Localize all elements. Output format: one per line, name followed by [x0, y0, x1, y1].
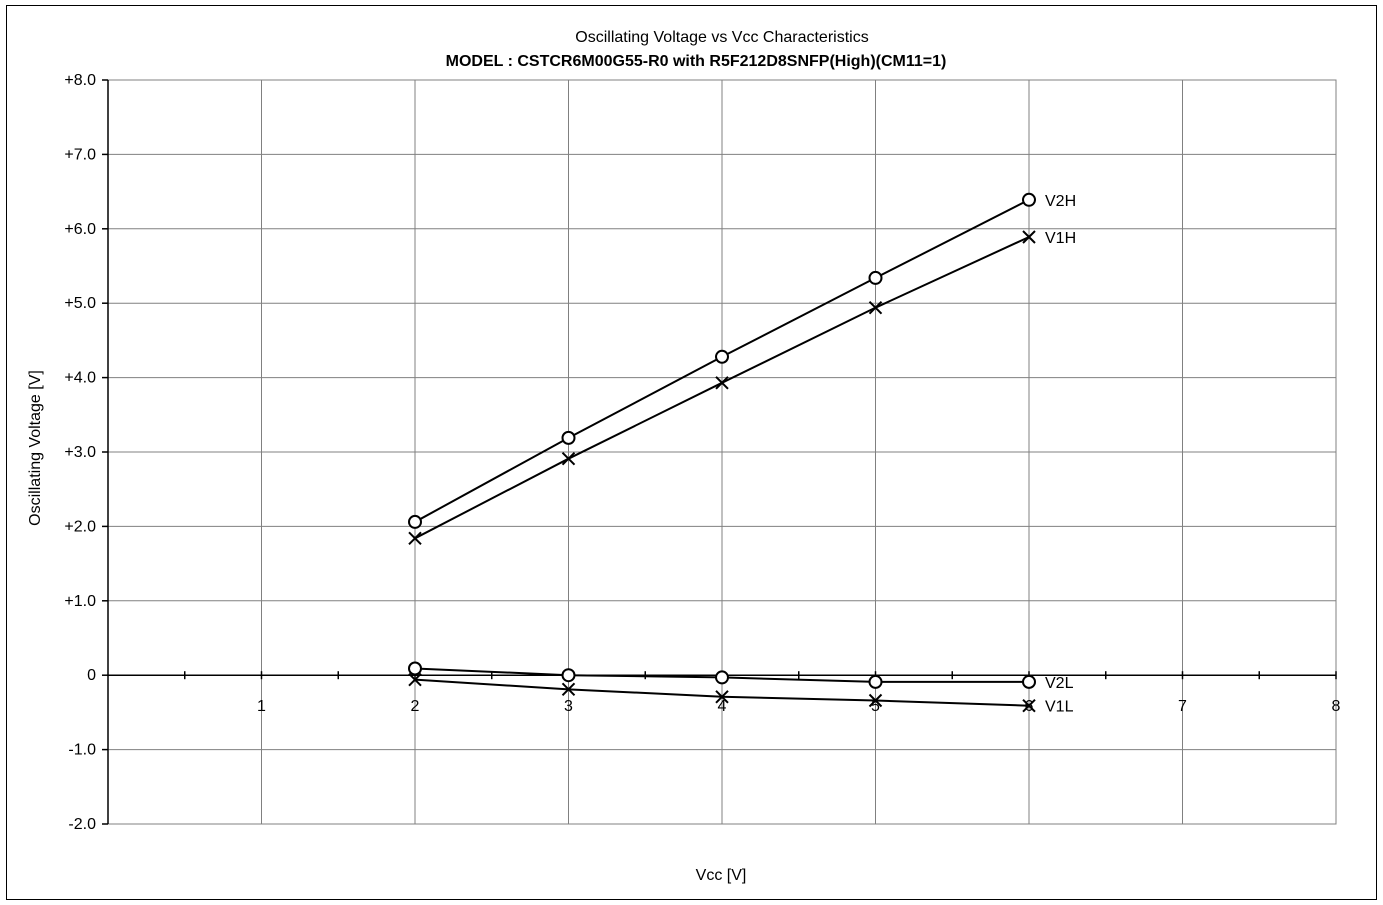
y-tick-label: +3.0 — [64, 444, 96, 461]
data-point-v2l — [1022, 674, 1036, 689]
y-tick-label: +7.0 — [64, 146, 96, 163]
series-label-v2l: V2L — [1045, 675, 1074, 692]
data-point-v1h — [1022, 230, 1036, 244]
data-point-v2l — [868, 674, 883, 689]
data-point-v1h — [561, 451, 576, 466]
data-point-v1h — [868, 300, 883, 315]
x-tick-label: 5 — [871, 698, 880, 715]
x-tick-label: 2 — [411, 698, 420, 715]
data-point-v1l — [408, 672, 422, 687]
x-axis-label: Vcc [V] — [696, 867, 747, 884]
data-point-v2l — [408, 661, 422, 676]
data-point-v1h — [408, 531, 422, 546]
chart-title: Oscillating Voltage vs Vcc Characteristi… — [575, 29, 868, 46]
x-tick-label: 7 — [1178, 698, 1187, 715]
y-tick-label: +1.0 — [64, 593, 96, 610]
data-point-v2l — [715, 670, 729, 685]
x-tick-label: 3 — [564, 698, 573, 715]
data-point-v2h — [1022, 192, 1036, 207]
data-point-v1l — [1022, 698, 1036, 713]
data-point-v1l — [868, 693, 883, 708]
data-point-v2h — [408, 514, 422, 529]
y-tick-label: +6.0 — [64, 221, 96, 238]
series-label-v2h: V2H — [1045, 193, 1076, 210]
x-tick-label: 4 — [718, 698, 727, 715]
y-tick-label: 0 — [87, 667, 96, 684]
data-point-v1h — [715, 376, 729, 390]
data-point-v1l — [561, 682, 576, 697]
chart-subtitle: MODEL : CSTCR6M00G55-R0 with R5F212D8SNF… — [446, 53, 947, 70]
y-tick-label: -2.0 — [68, 816, 96, 833]
y-tick-label: -1.0 — [68, 742, 96, 759]
data-point-v1l — [715, 690, 729, 704]
x-tick-label: 8 — [1332, 698, 1341, 715]
y-tick-label: +5.0 — [64, 295, 96, 312]
y-axis-label: Oscillating Voltage [V] — [27, 370, 44, 526]
plot-area: +8.0 +7.0 +6.0 +5.0 +4.0 +3.0 +2.0 +1.0 0 -1.0 -2.… — [64, 72, 1340, 833]
data-point-v2h — [561, 430, 576, 445]
y-tick-label: +8.0 — [64, 72, 96, 89]
y-tick-label: +4.0 — [64, 370, 96, 387]
y-tick-label: +2.0 — [64, 518, 96, 535]
x-tick-label: 1 — [257, 698, 266, 715]
series-label-v1l: V1L — [1045, 699, 1074, 716]
series-label-v1h: V1H — [1045, 230, 1076, 247]
data-point-v2l — [561, 668, 576, 683]
data-point-v2h — [715, 349, 729, 364]
data-point-v2h — [868, 270, 883, 285]
